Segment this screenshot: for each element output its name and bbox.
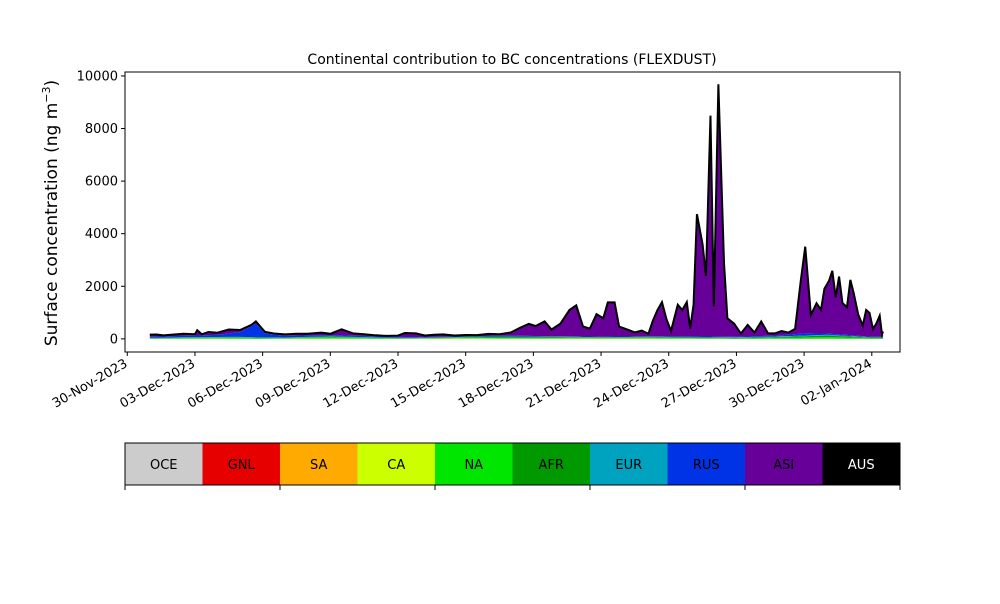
legend-swatch-eur [590, 443, 668, 485]
x-tick-label: 30-Nov-2023 [50, 356, 130, 411]
x-tick-label: 18-Dec-2023 [456, 356, 536, 411]
legend-label-na: NA [464, 458, 483, 473]
legend-swatch-na [435, 443, 513, 485]
area-series-na [149, 336, 884, 339]
legend-colorbar: OCE GNL SA CA NA AFR EUR RUS ASI AUS [124, 442, 901, 490]
legend-label-aus: AUS [848, 458, 875, 473]
x-tick-label: 02-Jan-2024 [798, 356, 875, 409]
area-series-afr [149, 335, 884, 339]
chart-title: Continental contribution to BC concentra… [307, 52, 716, 68]
x-axis-ticks: 30-Nov-202303-Dec-202306-Dec-202309-Dec-… [50, 352, 875, 412]
area-series-group [149, 84, 884, 339]
legend-label-oce: OCE [150, 458, 178, 473]
total-outline-line [149, 84, 884, 338]
legend-label-gnl: GNL [228, 458, 256, 473]
area-series-asi [149, 84, 884, 338]
y-tick-label: 10000 [77, 69, 118, 84]
y-tick-label: 8000 [85, 122, 118, 137]
legend-swatch-asi [745, 443, 823, 485]
y-tick-label: 4000 [85, 227, 118, 242]
y-axis-ticks: 0 2000 4000 6000 8000 10000 [77, 69, 125, 347]
legend-swatch-oce [125, 443, 203, 485]
legend-swatch-afr [512, 443, 591, 485]
legend-label-rus: RUS [693, 458, 720, 473]
x-tick-label: 21-Dec-2023 [524, 356, 604, 411]
x-tick-label: 30-Dec-2023 [727, 356, 807, 411]
x-tick-label: 03-Dec-2023 [118, 356, 198, 411]
legend-frame [124, 442, 901, 486]
x-tick-label: 12-Dec-2023 [321, 356, 401, 411]
x-tick-label: 24-Dec-2023 [591, 356, 671, 411]
legend-swatch-aus [822, 443, 901, 485]
area-series-ca [149, 338, 884, 339]
legend-swatch-sa [280, 443, 358, 485]
legend-swatch-ca [357, 443, 436, 485]
x-tick-label: 06-Dec-2023 [185, 356, 265, 411]
legend-swatch-rus [667, 443, 746, 485]
x-tick-label: 27-Dec-2023 [659, 356, 739, 411]
y-tick-label: 0 [110, 332, 118, 347]
area-series-rus [149, 323, 884, 338]
legend-label-afr: AFR [539, 458, 564, 473]
legend-label-ca: CA [387, 458, 405, 473]
y-tick-label: 2000 [85, 280, 118, 295]
legend-label-sa: SA [310, 458, 327, 473]
y-tick-label: 6000 [85, 175, 118, 190]
plot-frame [124, 71, 901, 353]
x-tick-label: 09-Dec-2023 [253, 356, 333, 411]
area-series-eur [149, 334, 884, 339]
legend-label-eur: EUR [615, 458, 642, 473]
legend-swatch-gnl [202, 443, 281, 485]
legend-label-asi: ASI [773, 458, 794, 473]
y-axis-label: Surface concentration (ng m−3) [40, 80, 62, 346]
x-tick-label: 15-Dec-2023 [388, 356, 468, 411]
